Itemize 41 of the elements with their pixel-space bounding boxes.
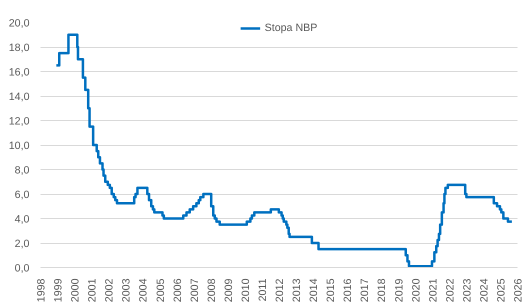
y-tick-label: 2,0 [14, 238, 30, 250]
x-tick-label: 2007 [188, 278, 201, 302]
y-tick-label: 4,0 [14, 214, 30, 226]
x-tick-label: 2021 [427, 278, 440, 302]
x-tick-label: 2013 [291, 278, 304, 302]
y-tick-label: 8,0 [14, 164, 30, 176]
x-tick-label: 2023 [461, 278, 474, 302]
y-tick-label: 16,0 [8, 66, 30, 78]
x-tick-label: 1998 [36, 278, 48, 302]
x-tick-label: 1999 [52, 278, 65, 302]
x-tick-label: 2009 [222, 278, 235, 302]
x-tick-label: 2015 [325, 278, 338, 302]
x-tick-label: 2005 [154, 278, 167, 302]
x-tick-label: 2022 [444, 278, 456, 302]
x-tick-label: 2014 [308, 278, 320, 302]
x-tick-label: 2017 [359, 278, 372, 302]
y-tick-label: 18,0 [8, 42, 30, 54]
x-tick-label: 2019 [393, 278, 406, 302]
y-tick-label: 12,0 [8, 116, 30, 128]
y-tick-label: 10,0 [8, 140, 30, 152]
legend-label: Stopa NBP [264, 22, 318, 34]
x-tick-label: 2006 [172, 278, 184, 302]
x-tick-label: 2012 [274, 278, 286, 302]
x-tick-label: 2010 [240, 278, 252, 302]
x-tick-label: 2004 [138, 278, 150, 302]
x-tick-label: 2002 [104, 278, 116, 302]
x-tick-label: 2018 [376, 278, 388, 302]
x-tick-label: 2026 [512, 278, 524, 302]
x-tick-label: 2025 [495, 278, 508, 302]
x-tick-label: 2001 [86, 278, 99, 302]
x-tick-label: 2000 [70, 278, 82, 302]
x-tick-label: 2008 [206, 278, 218, 302]
x-tick-label: 2003 [120, 278, 133, 302]
x-tick-label: 2016 [342, 278, 354, 302]
y-tick-label: 20,0 [8, 18, 30, 30]
x-tick-label: 2024 [478, 278, 490, 302]
x-tick-label: 2011 [256, 278, 269, 302]
y-tick-label: 6,0 [14, 189, 30, 201]
x-tick-label: 2020 [410, 278, 422, 302]
y-tick-label: 0,0 [14, 262, 30, 274]
y-tick-label: 14,0 [8, 91, 30, 103]
